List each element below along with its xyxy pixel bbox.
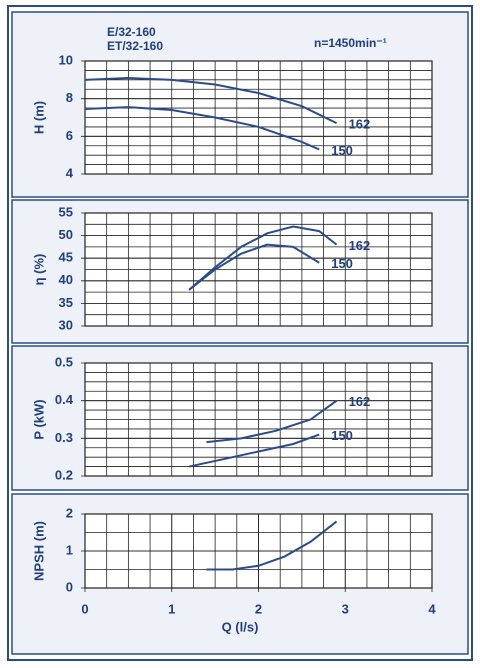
x-tick-label: 2: [255, 601, 262, 616]
curve: [206, 399, 338, 444]
plot-border: [84, 60, 433, 175]
curve-label: 162: [349, 394, 371, 409]
curve: [188, 243, 320, 291]
curve: [188, 225, 338, 291]
y-tick-label: 0.4: [55, 392, 74, 407]
curve: [188, 433, 320, 468]
y-tick-label: 30: [59, 317, 73, 332]
plot-border: [84, 362, 433, 477]
y-tick-label: 1: [66, 542, 73, 557]
y-tick-label: 50: [59, 227, 73, 242]
chart-title: E/32-160: [107, 25, 156, 39]
plot-border: [84, 212, 433, 327]
curve: [84, 76, 338, 125]
curve: [206, 520, 338, 571]
y-tick-label: 8: [66, 90, 73, 105]
curve: [84, 106, 320, 151]
y-tick-label: 35: [59, 295, 73, 310]
x-tick-label: 0: [81, 601, 88, 616]
y-axis-label: NPSH (m): [31, 521, 46, 581]
x-tick-label: 1: [168, 601, 175, 616]
x-tick-label: 4: [428, 601, 436, 616]
curve-label: 150: [331, 143, 353, 158]
plot-border: [84, 513, 433, 589]
y-tick-label: 0.5: [55, 354, 73, 369]
y-tick-label: 0: [66, 579, 73, 594]
curve-label: 162: [349, 238, 371, 253]
y-tick-label: 0.3: [55, 430, 73, 445]
y-tick-label: 2: [66, 505, 73, 520]
y-tick-label: 40: [59, 272, 73, 287]
y-axis-label: H (m): [31, 101, 46, 134]
chart-subtitle: ET/32-160: [107, 39, 163, 53]
y-tick-label: 55: [59, 204, 73, 219]
y-axis-label: P (kW): [31, 399, 46, 439]
x-axis-label: Q (l/s): [222, 619, 259, 634]
annotation: n=1450min⁻¹: [314, 36, 387, 50]
curve-label: 150: [331, 256, 353, 271]
y-tick-label: 0.2: [55, 467, 73, 482]
y-tick-label: 10: [59, 52, 73, 67]
curve-label: 150: [331, 428, 353, 443]
curve-label: 162: [349, 117, 371, 132]
y-tick-label: 6: [66, 128, 73, 143]
y-tick-label: 4: [66, 165, 74, 180]
y-tick-label: 45: [59, 250, 73, 265]
y-axis-label: η (%): [31, 254, 46, 286]
x-tick-label: 3: [342, 601, 349, 616]
